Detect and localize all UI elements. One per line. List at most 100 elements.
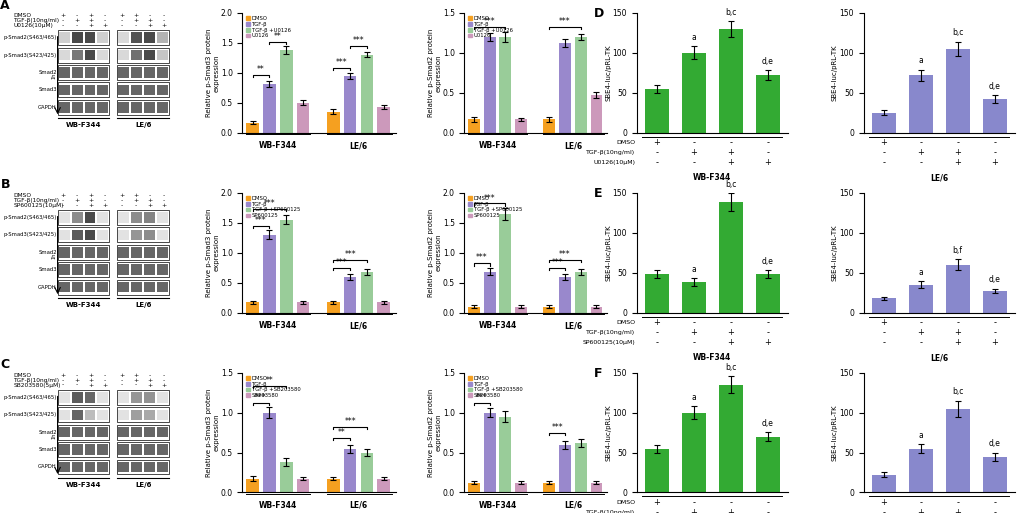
Text: +: +: [916, 508, 923, 513]
Text: 1h: 1h: [52, 432, 57, 439]
Bar: [85, 102, 95, 112]
Bar: [131, 247, 142, 258]
Text: +: +: [89, 23, 94, 28]
Text: +: +: [916, 328, 923, 337]
Text: **: **: [337, 428, 345, 437]
Bar: [157, 67, 168, 78]
Text: +: +: [89, 373, 94, 378]
Text: -: -: [993, 138, 996, 147]
Y-axis label: Relative p-Smad2 protein
expression: Relative p-Smad2 protein expression: [428, 208, 441, 297]
Text: +: +: [147, 198, 152, 203]
Bar: [118, 85, 129, 95]
Bar: [59, 102, 70, 112]
Legend: DMSO, TGF-β, TGF-β +SB203580, SB203580: DMSO, TGF-β, TGF-β +SB203580, SB203580: [245, 375, 301, 399]
Text: ***: ***: [476, 253, 487, 263]
Bar: [117, 442, 169, 457]
Text: b,c: b,c: [725, 363, 736, 371]
Text: WB-F344: WB-F344: [259, 501, 297, 510]
Bar: [981, 291, 1006, 312]
Text: LE/6: LE/6: [350, 321, 367, 330]
Bar: [118, 392, 129, 403]
Bar: [981, 99, 1006, 133]
Bar: [118, 67, 129, 78]
Text: +: +: [653, 498, 659, 507]
Text: -: -: [729, 138, 732, 147]
Text: -: -: [765, 138, 768, 147]
Bar: [515, 483, 527, 492]
Text: DMSO: DMSO: [13, 13, 32, 18]
Text: A: A: [0, 0, 10, 12]
Bar: [468, 119, 479, 133]
Text: -: -: [76, 373, 78, 378]
Bar: [682, 282, 705, 312]
Bar: [157, 32, 168, 43]
Text: +: +: [89, 378, 94, 383]
Text: -: -: [729, 498, 732, 507]
Text: p-Smad2(S463/465): p-Smad2(S463/465): [3, 35, 57, 40]
Bar: [118, 427, 129, 438]
Text: p-Smad3(S423/425): p-Smad3(S423/425): [3, 53, 57, 57]
Bar: [718, 29, 742, 133]
Bar: [72, 265, 83, 275]
Text: a: a: [691, 265, 696, 274]
Text: SB203580(5μM): SB203580(5μM): [13, 383, 61, 388]
Bar: [718, 385, 742, 492]
Bar: [117, 227, 169, 243]
Bar: [58, 100, 109, 115]
Bar: [157, 85, 168, 95]
Bar: [58, 83, 109, 97]
Text: -: -: [692, 498, 695, 507]
Text: **: **: [265, 376, 273, 385]
Bar: [131, 230, 142, 240]
Bar: [145, 102, 155, 112]
Text: -: -: [135, 383, 137, 388]
Text: -: -: [655, 159, 658, 167]
Bar: [145, 409, 155, 420]
Bar: [327, 303, 339, 312]
Text: -: -: [121, 18, 123, 23]
Text: +: +: [89, 18, 94, 23]
Bar: [575, 37, 586, 133]
Bar: [157, 50, 168, 61]
Text: d,e: d,e: [761, 57, 772, 66]
Text: +: +: [147, 383, 152, 388]
Text: -: -: [993, 148, 996, 157]
Bar: [117, 280, 169, 294]
Text: ***: ***: [483, 17, 495, 26]
Bar: [515, 307, 527, 312]
Bar: [85, 212, 95, 223]
Text: +: +: [102, 203, 107, 208]
Text: -: -: [76, 203, 78, 208]
Bar: [97, 212, 108, 223]
Bar: [72, 427, 83, 438]
Text: -: -: [881, 508, 884, 513]
Bar: [871, 298, 895, 312]
Bar: [908, 285, 932, 312]
Text: a: a: [691, 393, 696, 402]
Text: a: a: [917, 56, 922, 65]
Text: b,c: b,c: [951, 28, 963, 37]
Bar: [157, 427, 168, 438]
Text: **: **: [274, 32, 281, 41]
Bar: [644, 89, 668, 133]
Bar: [682, 53, 705, 133]
Bar: [59, 409, 70, 420]
Text: TGF-β(10ng/ml): TGF-β(10ng/ml): [13, 378, 59, 383]
Bar: [145, 427, 155, 438]
Text: -: -: [121, 378, 123, 383]
Bar: [279, 50, 292, 133]
Bar: [117, 100, 169, 115]
Text: -: -: [162, 373, 165, 378]
Text: -: -: [76, 23, 78, 28]
Text: DMSO: DMSO: [13, 373, 32, 378]
Bar: [145, 462, 155, 472]
Text: -: -: [692, 159, 695, 167]
Bar: [575, 443, 586, 492]
Text: LE/6: LE/6: [564, 321, 582, 330]
Text: -: -: [121, 198, 123, 203]
Text: -: -: [765, 498, 768, 507]
Bar: [145, 32, 155, 43]
Bar: [117, 425, 169, 440]
Bar: [58, 407, 109, 422]
Bar: [85, 392, 95, 403]
